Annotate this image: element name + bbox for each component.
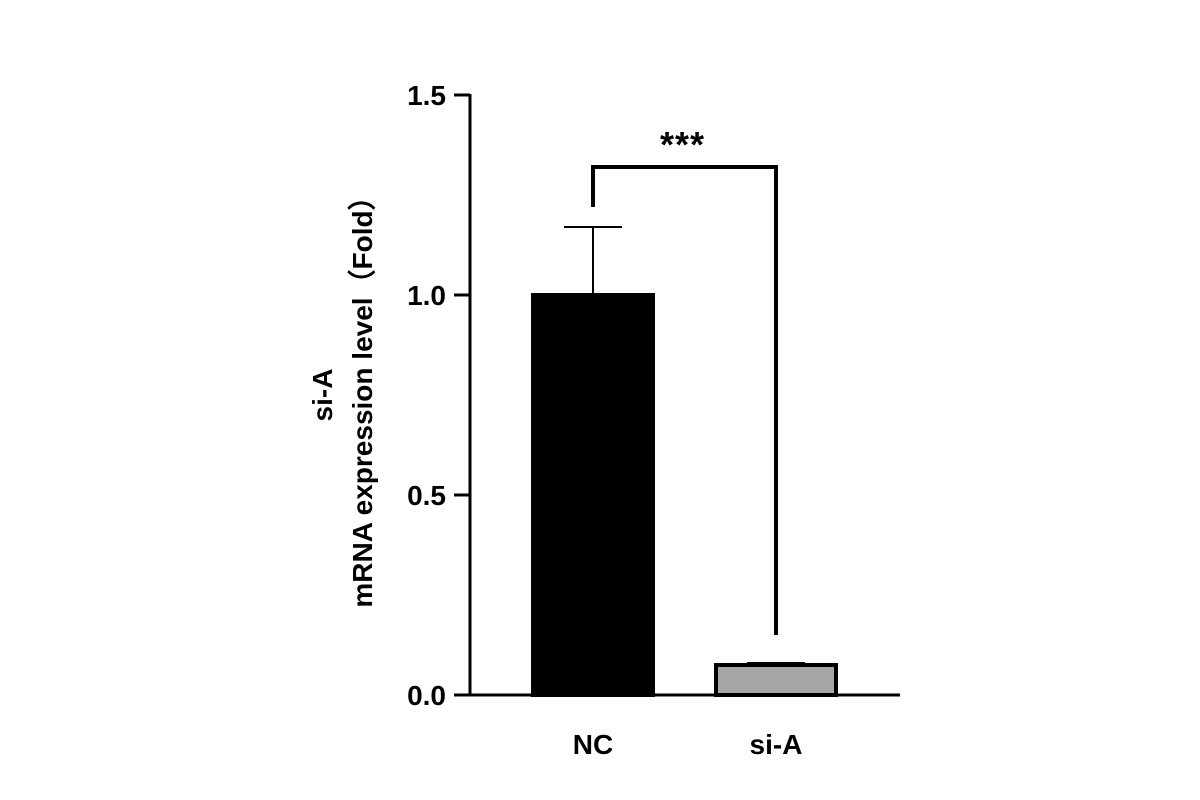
bar-si-a (714, 663, 838, 697)
y-axis-label-line-2: mRNA expression level（Fold） (346, 182, 378, 607)
x-tick-label: si-A (750, 729, 803, 760)
y-tick-label: 0.0 (407, 680, 446, 711)
x-tick-label: NC (573, 729, 613, 760)
significance-bracket: *** (591, 124, 778, 635)
category-labels: NC si-A (573, 729, 803, 760)
error-bar-si-a (747, 662, 805, 665)
y-tick-label: 0.5 (407, 480, 446, 511)
y-tick-label: 1.5 (407, 80, 446, 111)
y-axis: 0.0 0.5 1.0 1.5 (407, 80, 472, 711)
error-bar-nc (564, 226, 622, 295)
significance-bracket-line (591, 165, 778, 635)
error-bars (564, 226, 805, 665)
y-axis-label-line-1: si-A (307, 369, 338, 422)
bars (531, 293, 838, 697)
bar-nc (531, 293, 655, 697)
y-tick-label: 1.0 (407, 280, 446, 311)
significance-label: *** (660, 124, 705, 165)
y-axis-label: si-A mRNA expression level（Fold） (307, 182, 378, 607)
